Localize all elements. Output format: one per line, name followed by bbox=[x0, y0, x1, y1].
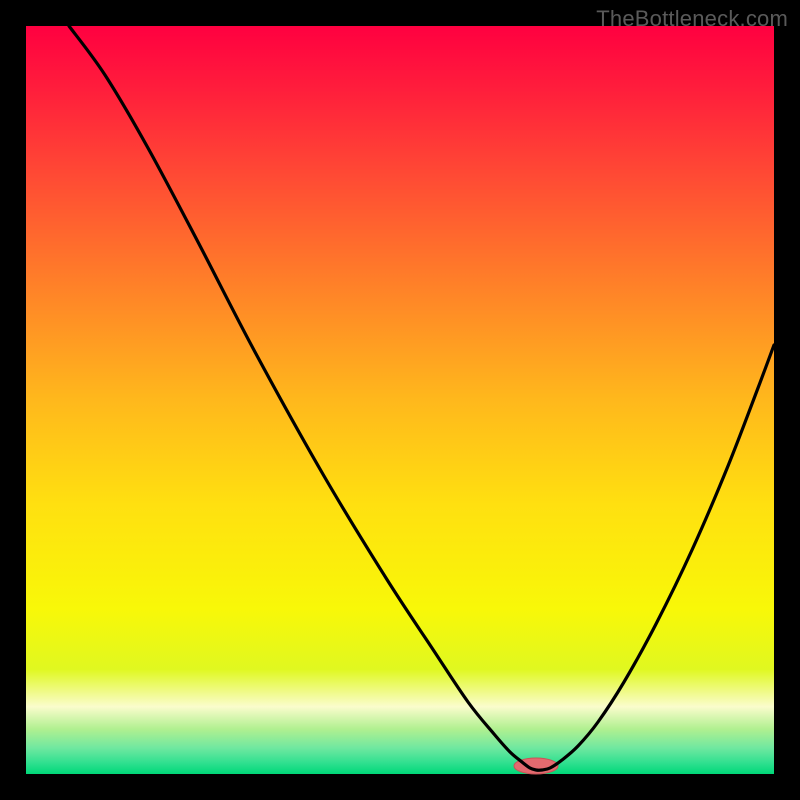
plot-background bbox=[26, 26, 774, 774]
watermark-text: TheBottleneck.com bbox=[596, 6, 788, 32]
chart-container: TheBottleneck.com bbox=[0, 0, 800, 800]
bottleneck-chart bbox=[0, 0, 800, 800]
